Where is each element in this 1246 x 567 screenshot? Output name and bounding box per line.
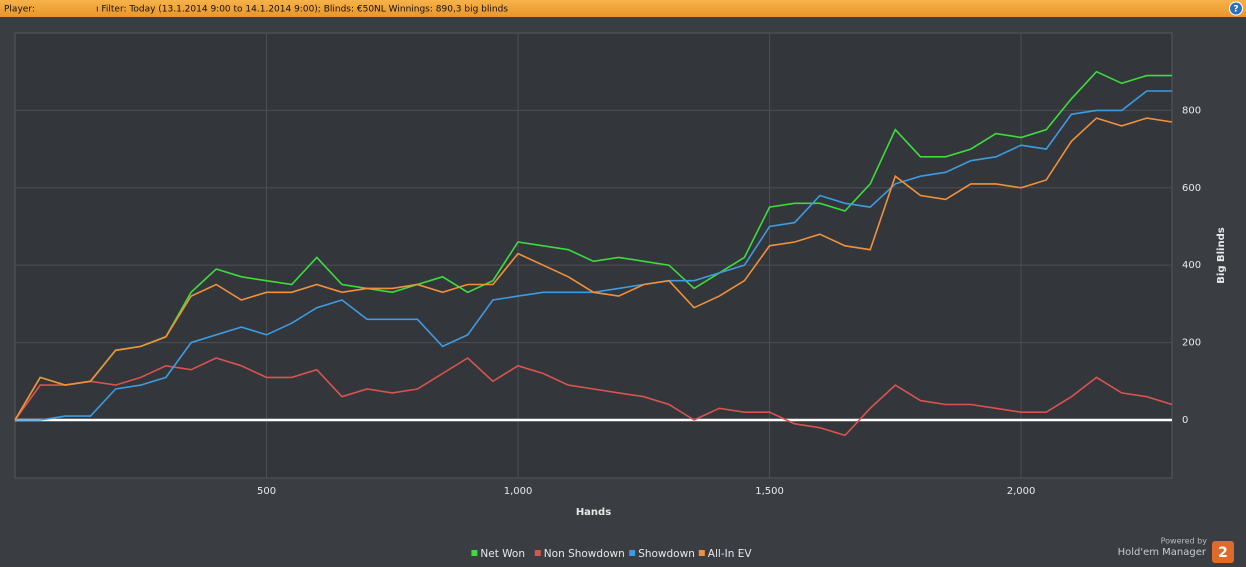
- y-tick-label: 800: [1182, 105, 1201, 116]
- series-line: [14, 356, 1173, 437]
- legend-swatch: [471, 550, 478, 556]
- y-tick-label: 0: [1182, 415, 1188, 426]
- x-tick-label: 1,500: [755, 486, 784, 497]
- x-tick-label: 2,000: [1007, 486, 1036, 497]
- filter-text: ı Filter: Today (13.1.2014 9:00 to 14.1.…: [96, 5, 508, 15]
- y-axis-label: Big Blinds: [1216, 227, 1227, 283]
- help-text[interactable]: ?: [1233, 5, 1238, 15]
- product-name: Hold'em Manager: [1118, 547, 1207, 558]
- x-tick-label: 1,000: [504, 486, 533, 497]
- legend-swatch: [698, 550, 705, 556]
- plot-area: [14, 32, 1173, 479]
- header-bar: [0, 0, 1246, 17]
- legend-label: Showdown: [638, 548, 695, 560]
- x-axis-label: Hands: [576, 507, 611, 518]
- y-tick-label: 600: [1182, 183, 1201, 194]
- legend-swatch: [534, 550, 541, 556]
- help-icon[interactable]: [1229, 1, 1243, 16]
- legend-swatch: [629, 550, 636, 556]
- x-tick-label: 500: [257, 486, 276, 497]
- badge-text: 2: [1218, 545, 1228, 561]
- legend-label: All-In EV: [708, 548, 753, 560]
- y-tick-label: 200: [1182, 338, 1201, 349]
- legend-label: Non Showdown: [544, 548, 625, 560]
- badge: [1212, 541, 1234, 563]
- powered-by: Powered by: [1161, 537, 1208, 546]
- series-line: [14, 117, 1173, 421]
- legend-label: Net Won: [480, 548, 525, 560]
- y-tick-label: 400: [1182, 260, 1201, 271]
- series-line: [14, 70, 1172, 421]
- player-label: Player:: [4, 5, 35, 15]
